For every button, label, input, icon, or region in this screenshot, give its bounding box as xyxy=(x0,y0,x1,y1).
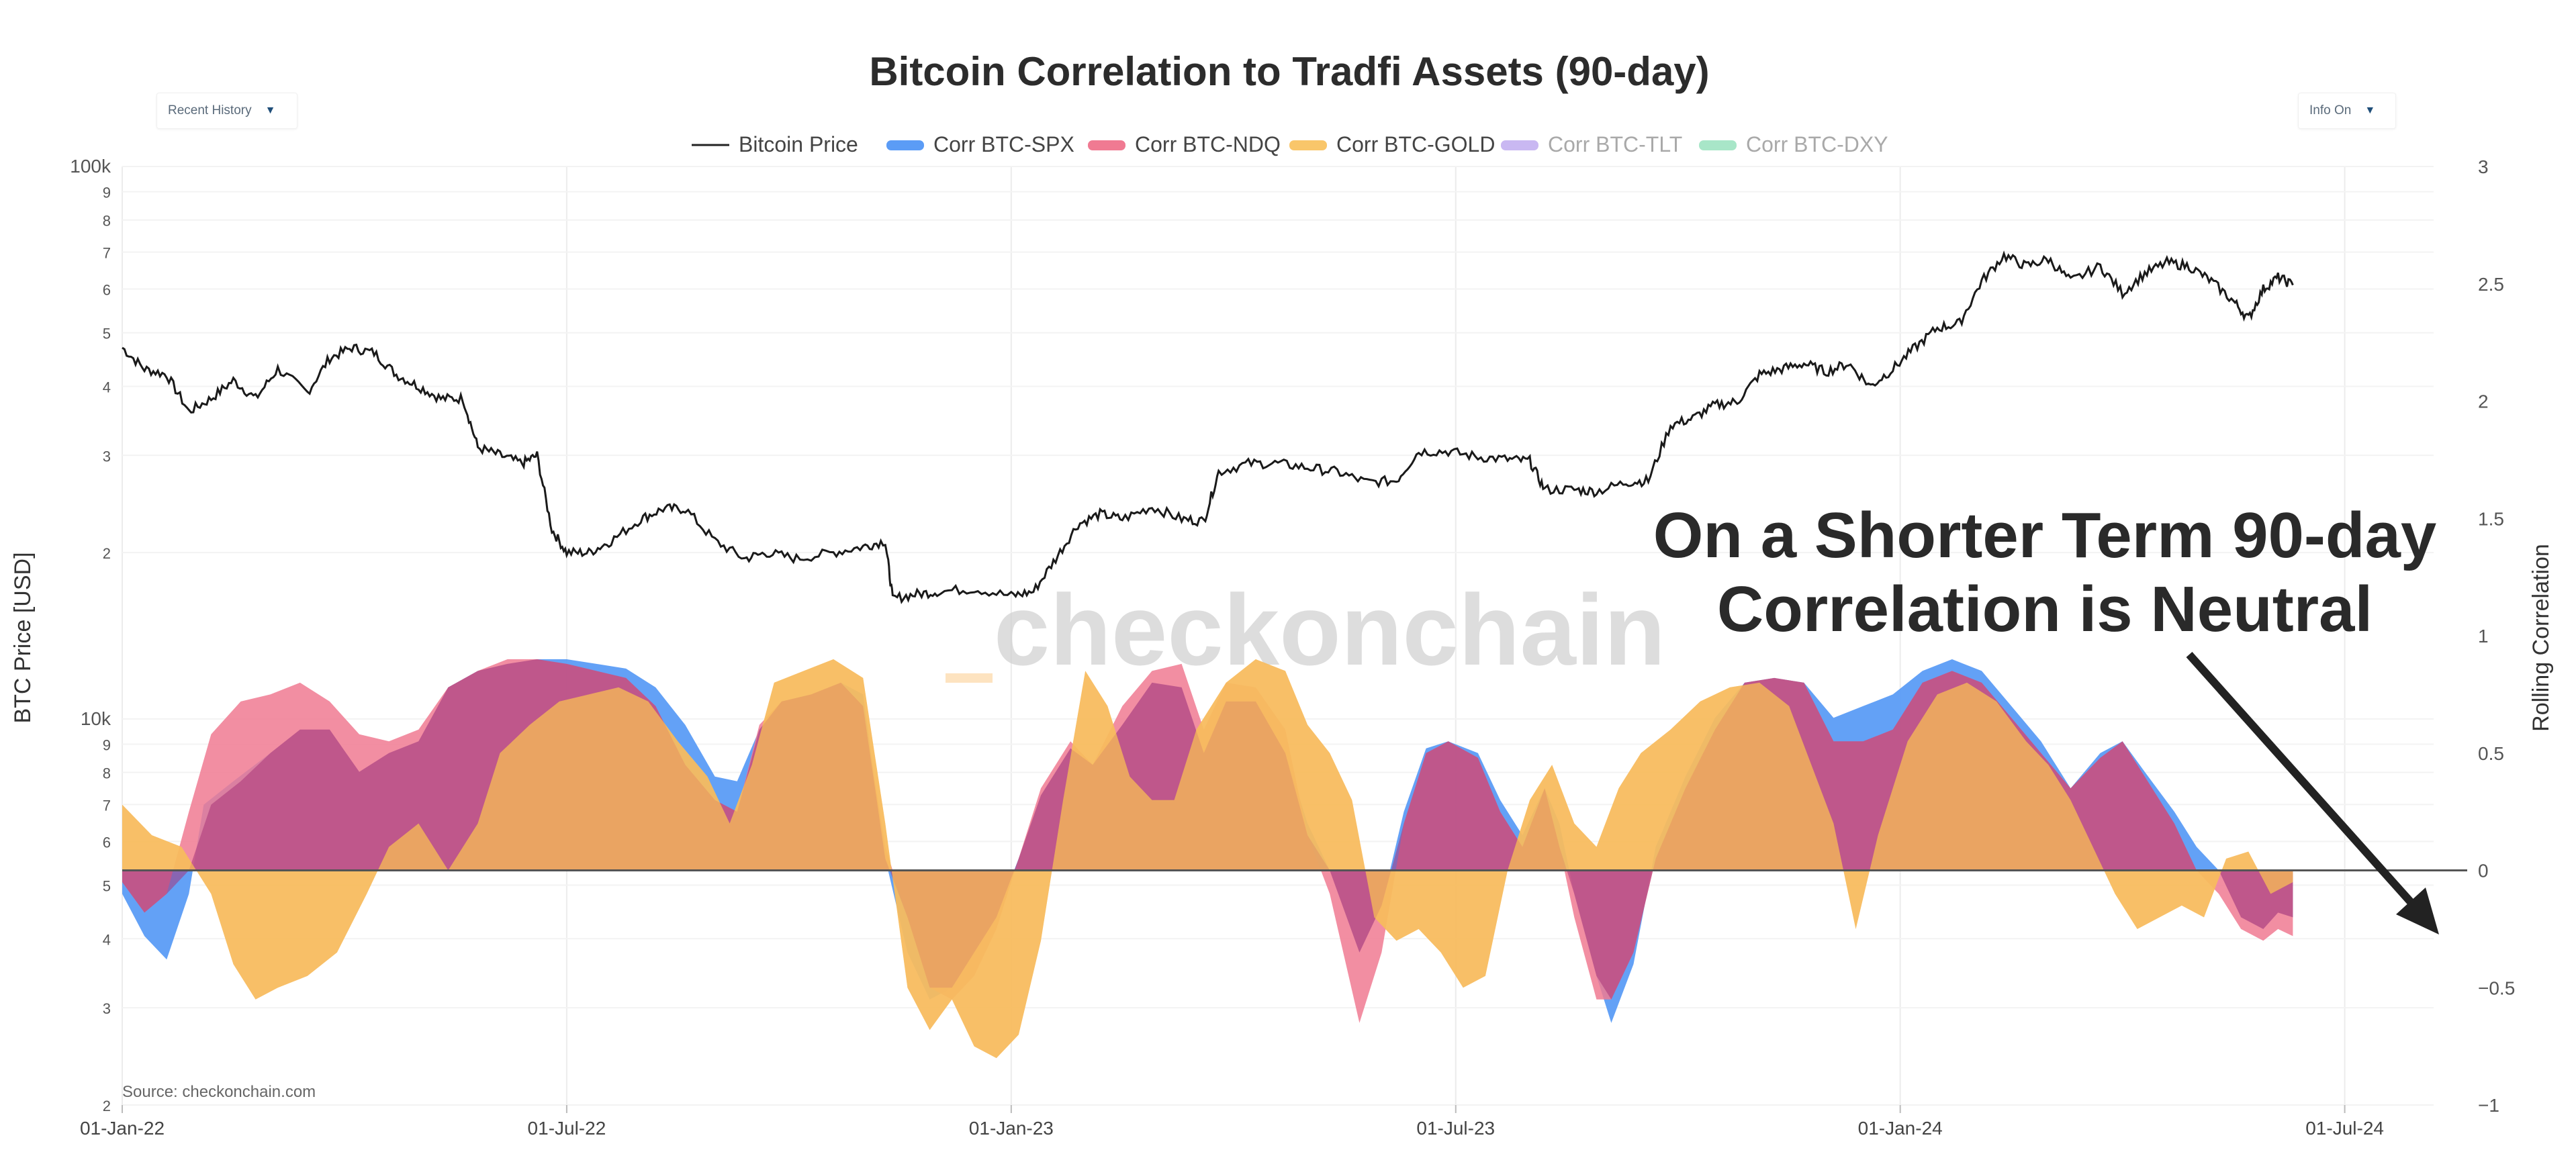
x-tick-label: 01-Jan-24 xyxy=(1858,1118,1943,1139)
y-left-tick-label: 8 xyxy=(103,213,111,230)
y-axis-left: 2 3 4 5 6 7 8 9 10k 2 3 4 5 6 7 8 9 100k xyxy=(70,156,111,1114)
y-left-tick-label: 5 xyxy=(103,878,111,895)
annotation: On a Shorter Term 90-day Correlation is … xyxy=(1653,499,2439,934)
y-left-tick-label: 6 xyxy=(103,834,111,851)
chevron-down-icon: ▼ xyxy=(265,105,276,116)
legend-item-corr-btc-spx[interactable]: Corr BTC-SPX xyxy=(886,132,1074,156)
legend-label: Corr BTC-SPX xyxy=(933,132,1074,156)
y-right-tick-label: 2.5 xyxy=(2478,274,2504,295)
legend-item-bitcoin-price[interactable]: Bitcoin Price xyxy=(692,132,858,156)
y-left-tick-label: 3 xyxy=(103,448,111,465)
x-tick-label: 01-Jul-22 xyxy=(528,1118,606,1139)
y-right-tick-label: −0.5 xyxy=(2478,977,2515,998)
legend-label: Corr BTC-DXY xyxy=(1746,132,1888,156)
legend-item-corr-btc-ndq[interactable]: Corr BTC-NDQ xyxy=(1088,132,1281,156)
y-left-tick-label: 10k xyxy=(81,708,111,729)
y-right-tick-label: 0.5 xyxy=(2478,743,2504,764)
area-corr-btc-gold-overlay xyxy=(122,659,2293,1059)
y-left-tick-label: 4 xyxy=(103,931,111,948)
y-left-tick-label: 9 xyxy=(103,185,111,201)
y-left-tick-label: 2 xyxy=(103,1098,111,1114)
info-dropdown-label: Info On xyxy=(2309,103,2352,117)
annotation-arrow xyxy=(2186,651,2421,913)
y-right-tick-label: 2 xyxy=(2478,391,2489,412)
series-line-bitcoin-price xyxy=(122,250,2294,604)
y-right-tick-label: −1 xyxy=(2478,1095,2499,1116)
watermark-bar xyxy=(946,673,993,683)
range-dropdown[interactable]: Recent History ▼ xyxy=(156,93,297,129)
y-left-tick-label: 6 xyxy=(103,282,111,299)
legend-label: Corr BTC-GOLD xyxy=(1336,132,1495,156)
x-tick-label: 01-Jan-22 xyxy=(80,1118,165,1139)
watermark: checkonchain xyxy=(994,573,1665,686)
y-left-tick-label: 5 xyxy=(103,326,111,342)
y-axis-right-label: Rolling Correlation xyxy=(2528,544,2554,732)
annotation-arrowhead xyxy=(2396,887,2439,934)
x-tick-label: 01-Jul-23 xyxy=(1416,1118,1495,1139)
y-left-tick-label: 8 xyxy=(103,765,111,782)
y-left-tick-label: 9 xyxy=(103,737,111,754)
info-dropdown[interactable]: Info On ▼ xyxy=(2298,93,2396,129)
y-axis-left-label: BTC Price [USD] xyxy=(10,552,36,723)
legend-item-corr-btc-tlt[interactable]: Corr BTC-TLT xyxy=(1501,132,1682,156)
y-right-tick-label: 1 xyxy=(2478,626,2489,646)
y-left-tick-label: 4 xyxy=(103,379,111,395)
y-axis-right: −1 −0.5 0 0.5 1 1.5 2 2.5 3 xyxy=(2478,156,2515,1116)
legend-item-corr-btc-gold[interactable]: Corr BTC-GOLD xyxy=(1289,132,1495,156)
y-left-tick-label: 3 xyxy=(103,1000,111,1017)
legend: Bitcoin Price Corr BTC-SPX Corr BTC-NDQ Cor… xyxy=(692,132,1888,156)
legend-swatch xyxy=(1088,140,1125,150)
x-axis: 01-Jan-22 01-Jul-22 01-Jan-23 01-Jul-23 01-J… xyxy=(80,1105,2384,1139)
chart-title: Bitcoin Correlation to Tradfi Assets (90… xyxy=(869,49,1709,94)
y-left-tick-label: 100k xyxy=(70,156,111,177)
y-right-tick-label: 0 xyxy=(2478,861,2489,881)
range-dropdown-label: Recent History xyxy=(168,103,252,117)
correlation-areas xyxy=(122,659,2293,1059)
legend-swatch xyxy=(1289,140,1327,150)
source-note: Source: checkonchain.com xyxy=(122,1083,316,1101)
legend-label: Bitcoin Price xyxy=(739,132,858,156)
chevron-down-icon: ▼ xyxy=(2364,105,2376,116)
y-right-tick-label: 3 xyxy=(2478,156,2489,177)
y-left-tick-label: 7 xyxy=(103,797,111,814)
y-right-tick-label: 1.5 xyxy=(2478,508,2504,529)
legend-swatch xyxy=(886,140,924,150)
x-tick-label: 01-Jan-23 xyxy=(969,1118,1054,1139)
y-left-tick-label: 7 xyxy=(103,244,111,261)
legend-swatch xyxy=(1699,140,1737,150)
x-tick-label: 01-Jul-24 xyxy=(2305,1118,2384,1139)
annotation-line-2: Correlation is Neutral xyxy=(1717,573,2373,645)
y-left-tick-label: 2 xyxy=(103,545,111,562)
legend-item-corr-btc-dxy[interactable]: Corr BTC-DXY xyxy=(1699,132,1888,156)
legend-label: Corr BTC-TLT xyxy=(1548,132,1682,156)
annotation-line-1: On a Shorter Term 90-day xyxy=(1653,499,2437,571)
legend-swatch xyxy=(1501,140,1538,150)
legend-label: Corr BTC-NDQ xyxy=(1135,132,1281,156)
